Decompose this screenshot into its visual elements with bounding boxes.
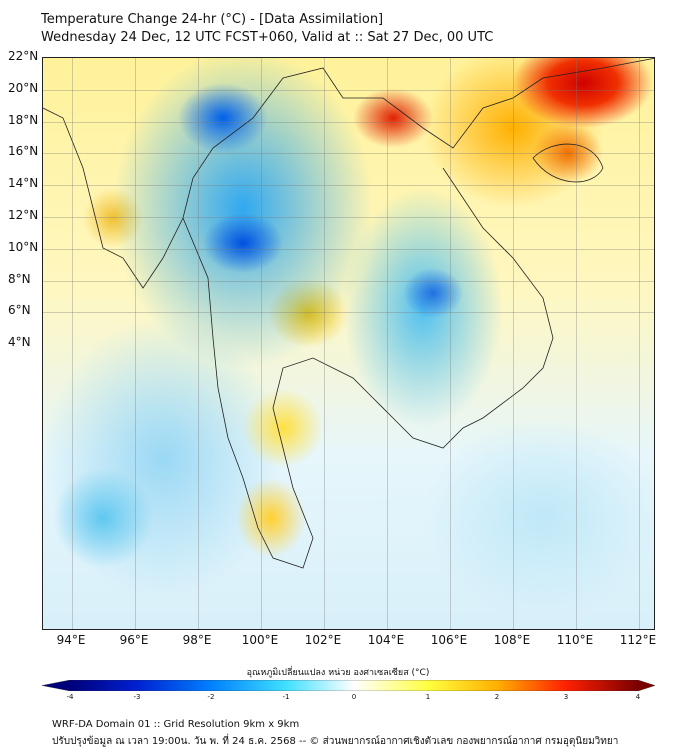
footer-update-info: ปรับปรุงข้อมูล ณ เวลา 19:00น. วัน พ. ที่…: [52, 736, 619, 747]
map-title: Temperature Change 24-hr (°C) - [Data As…: [41, 12, 384, 27]
lat-gridline: [43, 312, 654, 314]
lon-gridline: [639, 58, 640, 629]
colorbar-tick-label: 4: [635, 693, 641, 701]
colorbar-title: อุณหภูมิเปลี่ยนแปลง หน่วย องศาเซลเซียส (…: [246, 668, 430, 678]
lon-gridline: [576, 58, 577, 629]
lon-gridline: [135, 58, 136, 629]
lat-label: 16°N: [8, 144, 39, 159]
colorbar-tick-label: 3: [563, 693, 569, 701]
lon-label: 96°E: [119, 633, 149, 647]
lon-label: 110°E: [556, 633, 594, 647]
lat-gridline: [43, 121, 654, 123]
colorbar-tick-label: -4: [66, 693, 74, 701]
colorbar-tick-label: -3: [133, 693, 141, 701]
colorbar-tick-label: 0: [351, 693, 357, 701]
lat-label: 20°N: [8, 80, 39, 95]
lat-label: 22°N: [8, 49, 39, 63]
lat-gridline: [43, 153, 654, 155]
lat-label: 8°N: [8, 271, 31, 286]
lat-gridline: [43, 248, 654, 250]
lat-label: 10°N: [8, 239, 39, 254]
lat-label: 14°N: [8, 176, 39, 191]
colorbar-tick-label: -2: [207, 693, 215, 701]
lon-label: 98°E: [182, 633, 212, 647]
lon-gridline: [513, 58, 514, 629]
lon-label: 100°E: [241, 633, 279, 647]
lon-gridline: [387, 58, 388, 629]
lat-gridline: [43, 217, 654, 218]
lon-label: 94°E: [56, 633, 86, 647]
lon-label: 112°E: [619, 633, 657, 647]
lon-gridline: [261, 58, 262, 629]
lon-gridline: [324, 58, 325, 629]
lon-label: 104°E: [367, 633, 405, 647]
lon-label: 108°E: [493, 633, 531, 647]
lat-gridline: [43, 89, 654, 91]
lon-gridline: [198, 58, 199, 629]
lon-gridline: [450, 58, 451, 629]
lat-label: 6°N: [8, 303, 31, 318]
colorbar-tick-label: 1: [425, 693, 431, 701]
colorbar-tick-label: -1: [282, 693, 290, 701]
lon-label: 106°E: [430, 633, 468, 647]
lon-label: 102°E: [304, 633, 342, 647]
coastlines: [43, 58, 654, 569]
colorbar: [42, 680, 655, 691]
temperature-change-map: [42, 57, 655, 630]
map-subtitle: Wednesday 24 Dec, 12 UTC FCST+060, Valid…: [41, 30, 494, 45]
lat-label: 18°N: [8, 112, 39, 127]
lat-gridline: [43, 185, 654, 187]
lat-label: 12°N: [8, 208, 39, 222]
lat-label: 4°N: [8, 335, 31, 350]
colorbar-tick-label: 2: [494, 693, 500, 701]
footer-model-info: WRF-DA Domain 01 :: Grid Resolution 9km …: [52, 719, 300, 730]
lat-gridline: [43, 280, 654, 282]
lon-gridline: [72, 58, 73, 629]
